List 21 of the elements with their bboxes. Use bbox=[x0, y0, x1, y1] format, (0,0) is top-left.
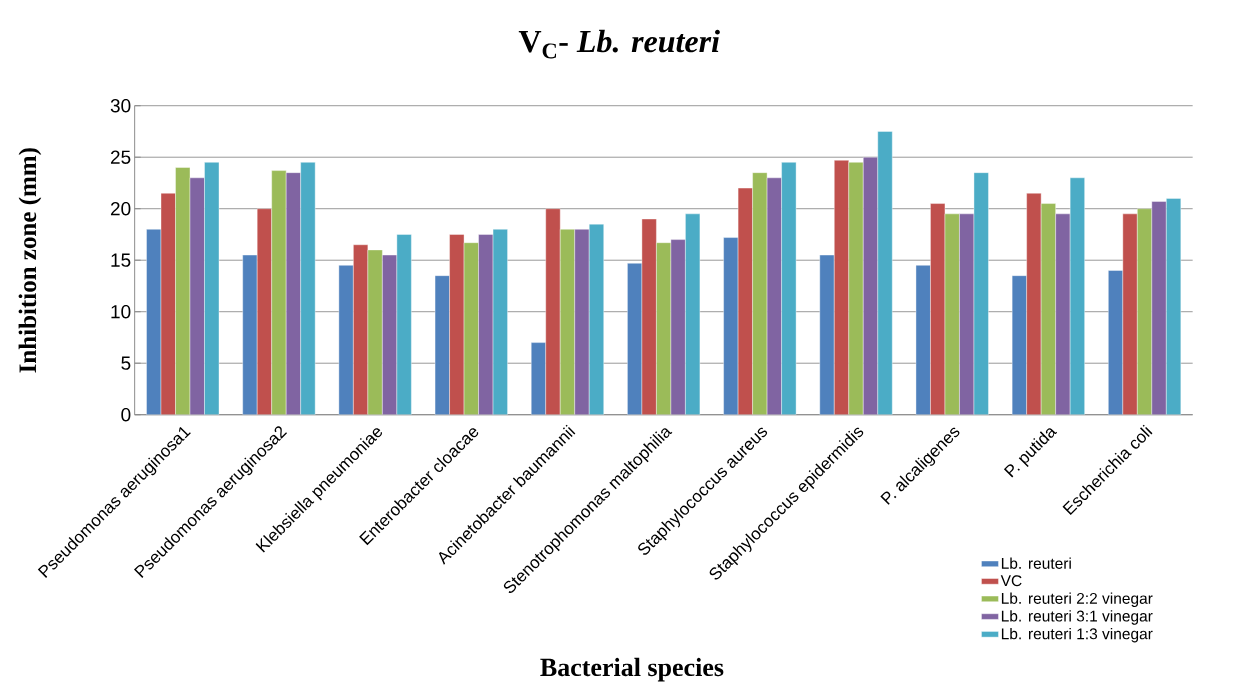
y-axis-title: Inhibition zone (mm) bbox=[18, 148, 42, 373]
x-axis-title: Bacterial species bbox=[540, 657, 724, 682]
legend-label: VC bbox=[1000, 575, 1022, 587]
legend-label: Lb. reuteri 1:3 vinegar bbox=[1001, 627, 1153, 643]
y-tick-label: 0 bbox=[121, 407, 131, 422]
bar bbox=[877, 131, 893, 415]
y-tick-label: 15 bbox=[111, 253, 131, 267]
legend-label: Lb. reuteri 3:1 vinegar bbox=[1001, 610, 1153, 625]
legend-label: Lb. reuteri bbox=[1001, 557, 1071, 569]
chart-title: V$_{C}$- Lb. reuteri bbox=[518, 29, 720, 59]
bar bbox=[271, 170, 287, 415]
bar bbox=[242, 254, 258, 415]
legend-label: Lb. reuteri 2:2 vinegar bbox=[1001, 592, 1153, 607]
y-tick-label: 5 bbox=[121, 356, 131, 370]
bar bbox=[819, 254, 835, 415]
y-tick-label: 10 bbox=[111, 304, 131, 319]
bar bbox=[300, 162, 316, 415]
y-tick-label: 20 bbox=[110, 201, 131, 216]
bar bbox=[848, 162, 864, 415]
y-tick-label: 25 bbox=[110, 150, 131, 164]
y-tick-label: 30 bbox=[110, 98, 131, 113]
